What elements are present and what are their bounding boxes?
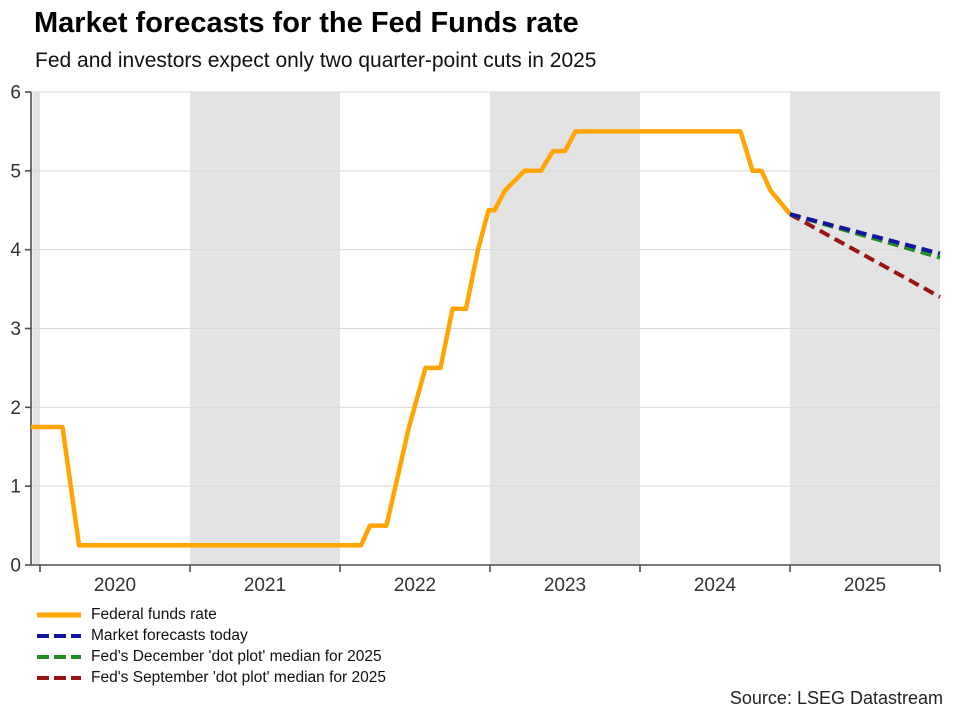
x-tick-label: 2022 <box>394 575 436 596</box>
legend-label: Fed's September 'dot plot' median for 20… <box>91 668 386 686</box>
legend-line-icon <box>37 675 81 680</box>
legend: Federal funds rate Market forecasts today… <box>36 604 386 688</box>
legend-label: Federal funds rate <box>91 605 217 623</box>
chart-title: Market forecasts for the Fed Funds rate <box>34 7 579 39</box>
legend-item: Market forecasts today <box>36 625 386 646</box>
legend-line-icon <box>37 612 81 617</box>
legend-line-icon <box>37 654 81 659</box>
source-credit: Source: LSEG Datastream <box>729 688 943 708</box>
y-tick-label: 5 <box>10 161 21 182</box>
series-line-1 <box>31 129 792 548</box>
chart-subtitle: Fed and investors expect only two quarte… <box>35 49 597 72</box>
legend-line-icon <box>37 633 81 638</box>
series-line-2 <box>789 212 941 256</box>
y-tick-label: 0 <box>10 556 21 577</box>
legend-item: Fed's December 'dot plot' median for 202… <box>36 646 386 667</box>
legend-label: Fed's December 'dot plot' median for 202… <box>91 647 382 665</box>
legend-item: Fed's September 'dot plot' median for 20… <box>36 667 386 688</box>
legend-item: Federal funds rate <box>36 604 386 625</box>
series-line-4 <box>789 212 941 299</box>
x-tick-label: 2023 <box>544 575 586 596</box>
legend-label: Market forecasts today <box>91 626 248 644</box>
y-tick-label: 3 <box>10 319 21 340</box>
y-tick-label: 4 <box>10 240 21 261</box>
x-tick-label: 2025 <box>844 575 886 596</box>
x-tick-label: 2021 <box>244 575 286 596</box>
y-tick-label: 6 <box>10 83 21 104</box>
x-tick-label: 2024 <box>694 575 737 596</box>
y-tick-label: 2 <box>10 398 21 419</box>
x-tick-label: 2020 <box>94 575 136 596</box>
y-tick-label: 1 <box>10 477 21 498</box>
